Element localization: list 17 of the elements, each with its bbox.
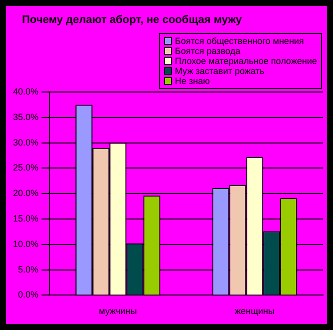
y-tick-label: 25.0% [12, 162, 39, 173]
legend-label: Боятся развода [174, 46, 240, 56]
y-tick-label: 30.0% [12, 137, 39, 148]
chart-title: Почему делают аборт, не сообщая мужу [22, 14, 242, 26]
y-tick-label: 5.0% [18, 264, 39, 274]
y-tick-label: 10.0% [12, 238, 39, 249]
legend-label: Муж заставит рожать [174, 66, 264, 76]
y-tick-label: 20.0% [12, 188, 39, 198]
y-tick-label: 35.0% [12, 112, 39, 122]
y-tick-label: 0.0% [18, 290, 39, 300]
legend-label: Боятся общественного мнения [174, 36, 304, 46]
x-tick-label: мужчины [98, 306, 137, 316]
y-tick-label: 15.0% [12, 213, 39, 224]
y-tick-label: 40.0% [12, 86, 39, 96]
x-tick-label: женщины [234, 306, 275, 316]
legend-label: Плохое материальное положение [174, 56, 317, 66]
legend-label: Не знаю [174, 76, 210, 86]
